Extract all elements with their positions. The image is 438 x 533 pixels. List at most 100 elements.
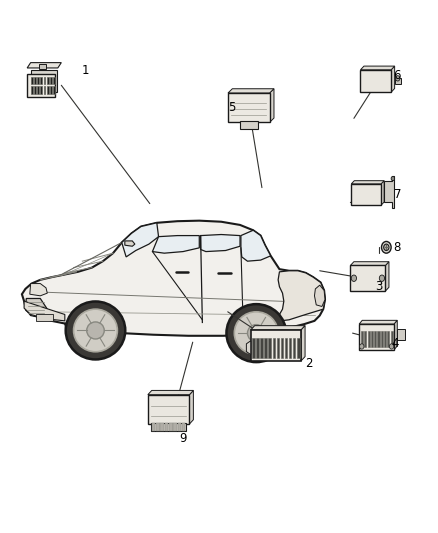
- Bar: [50, 77, 52, 84]
- Ellipse shape: [226, 304, 286, 362]
- Bar: [265, 338, 267, 358]
- Bar: [351, 184, 381, 205]
- Text: 2: 2: [305, 357, 313, 370]
- Bar: [297, 338, 300, 358]
- Bar: [160, 423, 164, 431]
- Bar: [43, 77, 46, 84]
- Polygon shape: [278, 271, 325, 321]
- Bar: [374, 331, 376, 346]
- Bar: [261, 338, 263, 358]
- Bar: [364, 331, 366, 346]
- Text: 6: 6: [393, 69, 401, 82]
- Bar: [148, 394, 189, 424]
- Circle shape: [396, 76, 400, 81]
- Text: 7: 7: [393, 188, 401, 201]
- Polygon shape: [201, 235, 240, 252]
- Bar: [53, 77, 55, 84]
- Bar: [152, 423, 186, 432]
- Bar: [47, 86, 49, 94]
- Bar: [228, 93, 269, 122]
- Bar: [50, 86, 52, 94]
- Bar: [272, 338, 276, 358]
- Polygon shape: [391, 66, 395, 92]
- Bar: [47, 77, 49, 84]
- Polygon shape: [122, 223, 159, 257]
- Bar: [182, 423, 186, 431]
- Bar: [156, 423, 159, 431]
- Bar: [251, 330, 301, 361]
- Bar: [53, 86, 55, 94]
- Polygon shape: [385, 262, 389, 291]
- Ellipse shape: [384, 244, 389, 251]
- Bar: [397, 329, 405, 340]
- Bar: [367, 331, 370, 346]
- Polygon shape: [22, 221, 325, 336]
- Bar: [293, 338, 296, 358]
- Bar: [381, 331, 383, 346]
- Bar: [34, 77, 36, 84]
- Bar: [152, 423, 155, 431]
- Bar: [289, 338, 291, 358]
- Bar: [40, 86, 42, 94]
- Bar: [395, 78, 401, 84]
- Text: 1: 1: [81, 64, 89, 77]
- Text: 4: 4: [391, 337, 399, 350]
- Bar: [256, 338, 259, 358]
- Polygon shape: [301, 326, 305, 361]
- Polygon shape: [148, 390, 194, 394]
- Ellipse shape: [87, 322, 104, 339]
- Circle shape: [351, 275, 357, 281]
- Polygon shape: [359, 320, 397, 324]
- Polygon shape: [25, 298, 47, 319]
- Polygon shape: [241, 230, 271, 261]
- Polygon shape: [384, 176, 394, 208]
- Text: 9: 9: [179, 432, 187, 445]
- Ellipse shape: [247, 325, 265, 342]
- Polygon shape: [152, 236, 199, 253]
- Ellipse shape: [381, 241, 391, 253]
- Bar: [387, 331, 389, 346]
- Ellipse shape: [234, 312, 278, 354]
- Bar: [34, 86, 36, 94]
- Polygon shape: [351, 181, 384, 184]
- Bar: [31, 70, 57, 92]
- Bar: [240, 122, 258, 128]
- Polygon shape: [350, 262, 389, 265]
- Bar: [31, 77, 33, 84]
- Bar: [384, 331, 386, 346]
- Bar: [178, 423, 181, 431]
- Bar: [43, 86, 46, 94]
- Polygon shape: [269, 88, 274, 122]
- Circle shape: [379, 275, 385, 281]
- Polygon shape: [30, 284, 47, 296]
- Bar: [169, 423, 173, 431]
- Polygon shape: [360, 66, 395, 70]
- Bar: [359, 324, 394, 350]
- Bar: [40, 77, 42, 84]
- Bar: [360, 70, 391, 92]
- Circle shape: [391, 176, 395, 181]
- Bar: [37, 86, 39, 94]
- Bar: [276, 338, 279, 358]
- Circle shape: [360, 344, 364, 349]
- Text: 3: 3: [375, 280, 382, 293]
- Bar: [31, 86, 33, 94]
- Polygon shape: [394, 320, 397, 350]
- Bar: [285, 338, 287, 358]
- Polygon shape: [189, 390, 194, 424]
- Circle shape: [389, 344, 394, 349]
- Polygon shape: [246, 341, 251, 354]
- Bar: [27, 75, 55, 97]
- Bar: [361, 331, 363, 346]
- Polygon shape: [24, 301, 65, 321]
- Bar: [281, 338, 283, 358]
- Bar: [37, 77, 39, 84]
- Polygon shape: [125, 241, 135, 246]
- Polygon shape: [314, 285, 325, 306]
- Polygon shape: [228, 88, 274, 93]
- Bar: [378, 331, 380, 346]
- Bar: [39, 64, 46, 69]
- Bar: [371, 331, 373, 346]
- Polygon shape: [251, 326, 305, 330]
- Text: 8: 8: [394, 241, 401, 254]
